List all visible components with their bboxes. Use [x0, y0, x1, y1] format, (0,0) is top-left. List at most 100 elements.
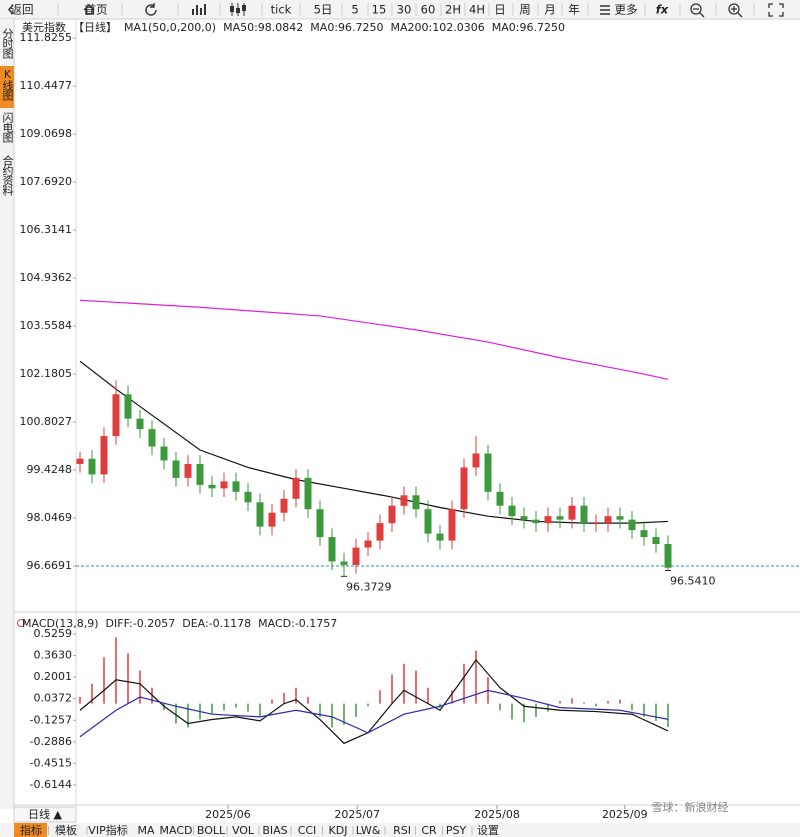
bottom-tab[interactable]: 指标: [20, 823, 42, 837]
toolbar-button[interactable]: fx: [656, 3, 669, 17]
candle-body: [352, 547, 360, 565]
toolbar-button[interactable]: 30: [397, 3, 412, 17]
bottom-tab[interactable]: CR: [421, 824, 437, 837]
toolbar-button[interactable]: 首页: [85, 3, 108, 17]
bottom-tab[interactable]: VIP指标: [88, 823, 127, 837]
side-strip: [0, 19, 14, 809]
y-tick-label: 106.3141: [20, 223, 73, 236]
toolbar-button[interactable]: tick: [271, 3, 292, 17]
candle-body: [280, 498, 288, 513]
bar-icon[interactable]: [192, 4, 206, 15]
candle-icon[interactable]: [230, 6, 234, 12]
y-tick-label: 0.0372: [34, 692, 73, 705]
back-icon[interactable]: [7, 4, 14, 15]
legend-item: 美元指数: [22, 20, 66, 34]
candle-body: [340, 561, 348, 565]
candle-body: [220, 481, 228, 489]
fullscreen-icon[interactable]: [768, 3, 784, 17]
side-tab[interactable]: K线图: [1, 68, 14, 102]
side-tab[interactable]: 合约资料: [1, 154, 14, 197]
refresh-icon[interactable]: [145, 3, 157, 16]
period-box[interactable]: [13, 806, 77, 823]
side-tab[interactable]: 分时图: [1, 28, 14, 60]
x-tick-label: 2025/07: [334, 808, 380, 821]
bottom-bar: [0, 823, 800, 837]
candle-body: [268, 512, 276, 527]
y-tick-label: 0.2001: [34, 670, 73, 683]
y-tick-label: 104.9362: [20, 271, 73, 284]
bottom-tab[interactable]: BIAS: [262, 824, 287, 837]
toolbar-button[interactable]: 返回: [11, 3, 34, 17]
y-tick-label: 111.8255: [20, 31, 73, 44]
candle-body: [556, 516, 564, 520]
settings-icon[interactable]: [17, 619, 25, 627]
y-tick-label: 96.6691: [27, 559, 73, 572]
legend-item: MA1(50,0,200,0): [124, 21, 216, 34]
candle-body: [244, 491, 252, 503]
low-annotation: 96.5410: [670, 574, 716, 587]
bottom-tab[interactable]: RSI: [393, 824, 411, 837]
zoom-in-icon[interactable]: [728, 3, 740, 15]
candle-body: [304, 477, 312, 510]
toolbar-button[interactable]: 周: [519, 3, 531, 17]
bottom-tab[interactable]: 设置: [477, 824, 499, 837]
candle-body: [184, 463, 192, 478]
toolbar-button[interactable]: 月: [544, 3, 556, 17]
x-tick-label: 2025/06: [205, 808, 251, 821]
candle-body: [400, 495, 408, 506]
toolbar-button[interactable]: 4H: [469, 3, 485, 17]
y-tick-label: -0.2886: [30, 735, 72, 748]
period-label[interactable]: 日线 ▲: [28, 807, 62, 821]
y-tick-label: -0.6144: [30, 778, 72, 791]
candle-body: [472, 453, 480, 468]
candle-body: [652, 537, 660, 545]
toolbar-button[interactable]: 60: [421, 3, 436, 17]
bottom-tab[interactable]: LW&: [356, 824, 381, 837]
side-tab[interactable]: 闪电图: [1, 111, 14, 144]
candle-body: [76, 458, 84, 464]
y-tick-label: 107.6920: [20, 175, 73, 188]
y-tick-label: -0.1257: [30, 713, 72, 726]
candle-body: [616, 516, 624, 520]
toolbar-button[interactable]: 年: [568, 3, 580, 17]
candle-body: [160, 446, 168, 461]
toolbar-button[interactable]: 2H: [445, 3, 461, 17]
toolbar-button[interactable]: 5: [351, 3, 358, 17]
legend-item: MA200:102.0306: [391, 21, 485, 34]
bottom-tab[interactable]: MA: [137, 824, 154, 837]
bottom-tab[interactable]: KDJ: [329, 824, 348, 837]
y-tick-label: 109.0698: [20, 127, 73, 140]
candle-body: [388, 505, 396, 524]
toolbar-button[interactable]: 15: [372, 3, 387, 17]
bottom-tab[interactable]: VOL: [232, 824, 255, 837]
candle-body: [412, 495, 420, 510]
legend-item: 【日线】: [73, 20, 117, 34]
indicator-line: [79, 658, 669, 745]
candle-body: [136, 418, 144, 430]
candle-body: [328, 537, 336, 562]
toolbar-button[interactable]: 日: [494, 3, 506, 17]
candle-body: [532, 519, 540, 524]
bottom-tab[interactable]: 模板: [55, 823, 77, 837]
bottom-tab[interactable]: BOLL: [197, 824, 226, 837]
bottom-tab[interactable]: PSY: [446, 824, 467, 837]
legend-item: DEA:-0.1178: [182, 617, 251, 630]
legend-item: MA0:96.7250: [310, 21, 383, 34]
toolbar-button[interactable]: 更多: [615, 3, 638, 17]
bottom-tab[interactable]: MACD: [160, 824, 193, 837]
y-tick-label: 0.5259: [34, 627, 73, 640]
y-tick-label: 102.1805: [20, 367, 73, 380]
y-tick-label: 0.3630: [34, 649, 73, 662]
legend-item: MA50:98.0842: [223, 21, 303, 34]
candle-body: [88, 458, 96, 475]
candle-body: [208, 484, 216, 489]
indicator-line: [79, 360, 669, 524]
bottom-tab[interactable]: CCI: [298, 824, 317, 837]
legend-item: MACD(13,8,9): [22, 617, 99, 630]
more-icon[interactable]: [600, 5, 610, 15]
candle-body: [112, 394, 120, 437]
candle-body: [316, 509, 324, 538]
zoom-out-icon[interactable]: [690, 3, 702, 15]
home-icon[interactable]: [83, 4, 95, 15]
toolbar-button[interactable]: 5日: [314, 3, 333, 17]
